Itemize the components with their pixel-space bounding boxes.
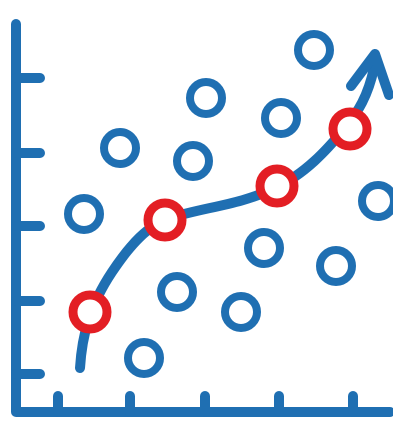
scatter-point <box>221 292 261 332</box>
scatter-point <box>157 272 197 312</box>
highlight-point <box>143 198 187 242</box>
highlight-point <box>328 107 372 151</box>
scatter-point <box>173 141 213 181</box>
scatter-point <box>261 98 301 138</box>
scatter-point <box>316 246 356 286</box>
arrow-head-icon <box>346 49 393 100</box>
scatter-point <box>100 128 140 168</box>
highlight-point <box>255 164 299 208</box>
scatter-point <box>124 338 164 378</box>
scatter-point <box>294 30 334 70</box>
y-axis-ticks <box>11 73 45 379</box>
x-axis-ticks <box>53 391 358 417</box>
scatter-point <box>358 181 393 221</box>
highlighted-points <box>68 107 372 334</box>
scatter-point <box>64 194 104 234</box>
blue-points <box>64 30 393 378</box>
scatter-point <box>244 228 284 268</box>
scatter-point <box>186 78 226 118</box>
highlight-point <box>68 290 112 334</box>
